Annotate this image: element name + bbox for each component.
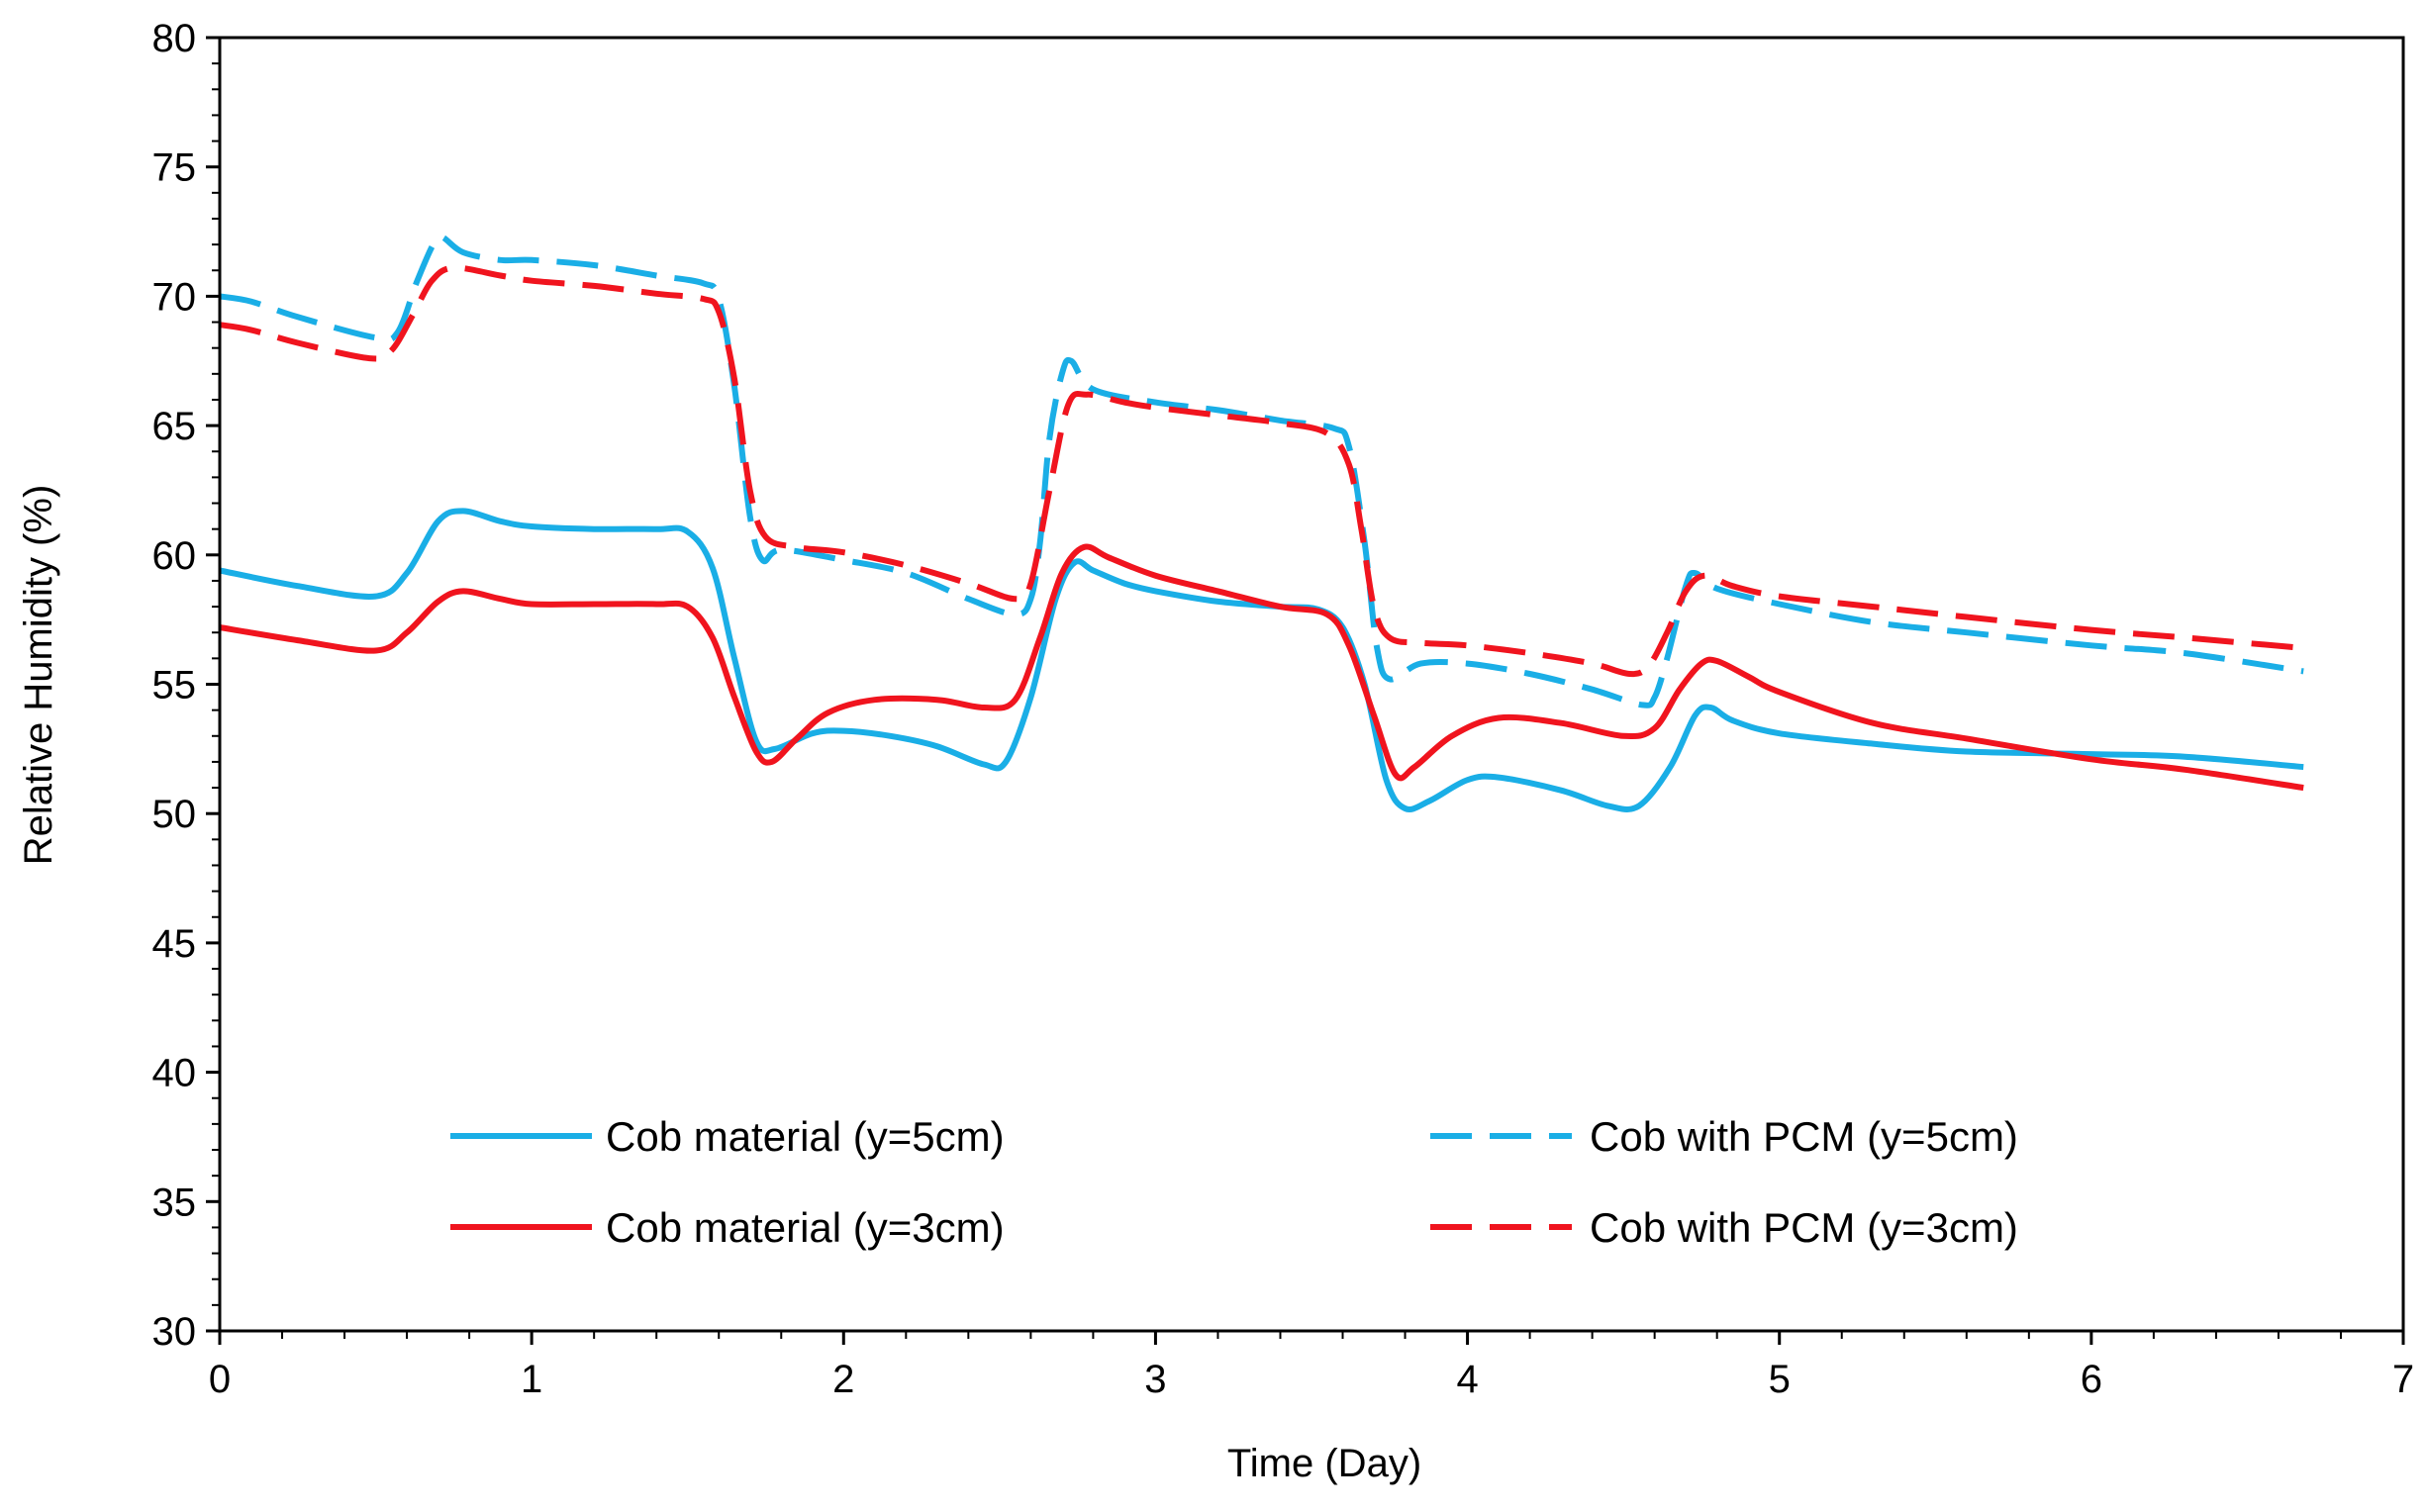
x-tick-label: 6: [2081, 1358, 2102, 1401]
x-tick-label: 7: [2392, 1358, 2414, 1401]
legend-label-cob-material-y-3cm: Cob material (y=3cm): [606, 1204, 1005, 1251]
axes-layer: [206, 36, 2405, 1345]
y-tick-label: 70: [152, 275, 197, 319]
x-tick-label: 5: [1769, 1358, 1791, 1401]
y-axis-title: Relative Humidity (%): [17, 485, 60, 866]
y-tick-label: 65: [152, 405, 197, 448]
y-tick-label: 80: [152, 17, 197, 60]
legend: Cob material (y=5cm) Cob with PCM (y=5cm)…: [450, 1113, 2018, 1251]
y-tick-label: 60: [152, 534, 197, 578]
x-tick-labels: 0 1 2 3 4 5 6 7: [209, 1358, 2414, 1401]
y-tick-label: 50: [152, 793, 197, 836]
y-tick-labels: 30 35 40 45 50 55 60 65 70 75 80: [152, 17, 197, 1354]
series-line-cob-with-pcm-y-3cm: [219, 264, 2304, 678]
y-tick-label: 75: [152, 146, 197, 190]
x-tick-label: 1: [521, 1358, 542, 1401]
x-tick-label: 0: [209, 1358, 231, 1401]
y-tick-label: 30: [152, 1310, 197, 1354]
series-line-cob-material-y-5cm: [219, 508, 2304, 812]
series-line-cob-material-y-3cm: [219, 543, 2304, 792]
y-tick-label: 35: [152, 1181, 197, 1224]
legend-label-cob-with-pcm-y-5cm: Cob with PCM (y=5cm): [1590, 1113, 2018, 1160]
y-tick-label: 40: [152, 1052, 197, 1095]
legend-label-cob-with-pcm-y-3cm: Cob with PCM (y=3cm): [1590, 1204, 2018, 1251]
x-tick-label: 4: [1456, 1358, 1478, 1401]
series-line-cob-with-pcm-y-5cm: [219, 234, 2304, 709]
x-tick-label: 2: [832, 1358, 854, 1401]
x-axis-title: Time (Day): [1227, 1442, 1421, 1485]
y-tick-label: 45: [152, 922, 197, 966]
series-layer: [219, 234, 2304, 812]
y-tick-label: 55: [152, 664, 197, 708]
legend-label-cob-material-y-5cm: Cob material (y=5cm): [606, 1113, 1005, 1160]
x-tick-label: 3: [1144, 1358, 1166, 1401]
